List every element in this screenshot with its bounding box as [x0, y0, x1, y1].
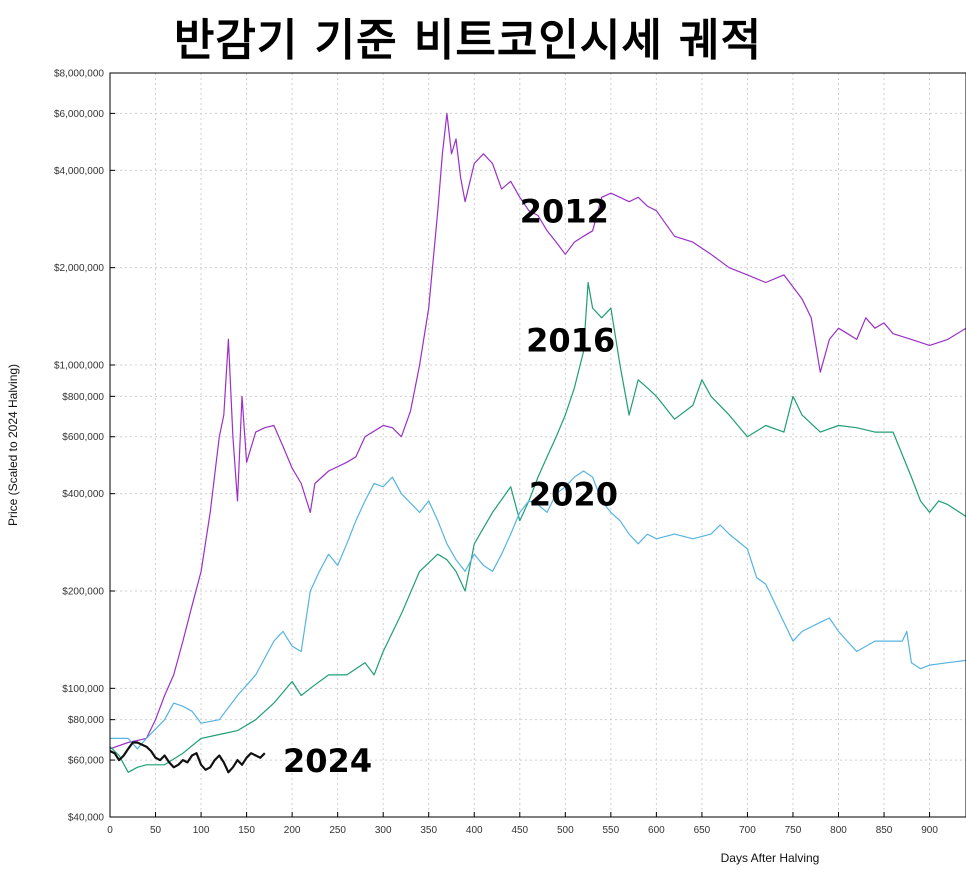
chart-grid [109, 72, 966, 818]
plot-frame [109, 72, 966, 818]
y-tick-label: $200,000 [62, 586, 104, 597]
x-tick-label: 100 [193, 825, 210, 836]
y-tick-label: $600,000 [62, 432, 104, 443]
x-tick-label: 50 [150, 825, 162, 836]
x-tick-label: 650 [694, 825, 711, 836]
series-label-2024: 2024 [283, 742, 372, 780]
x-tick-label: 150 [238, 825, 255, 836]
series-line-2016 [109, 281, 966, 773]
page-title: 반감기 기준 비트코인시세 궤적 [173, 15, 763, 66]
x-tick-label: 500 [557, 825, 574, 836]
y-tick-label: $1,000,000 [54, 360, 104, 371]
x-tick-label: 600 [648, 825, 665, 836]
y-tick-label: $800,000 [62, 392, 104, 403]
series-label-2016: 2016 [526, 321, 615, 359]
y-tick-label: $40,000 [68, 813, 105, 824]
chart-series-labels: 2012 2016 2020 2024 [283, 193, 618, 780]
x-axis-label: Days After Halving [721, 851, 820, 865]
series-line-2012 [109, 112, 966, 750]
x-tick-label: 350 [420, 825, 437, 836]
y-tick-label: $60,000 [68, 756, 105, 767]
chart-frame [109, 72, 966, 818]
y-tick-label: $80,000 [68, 715, 105, 726]
x-tick-label: 700 [739, 825, 756, 836]
x-tick-label: 450 [511, 825, 528, 836]
y-tick-label: $6,000,000 [54, 109, 104, 120]
y-tick-label: $2,000,000 [54, 263, 104, 274]
series-label-2012: 2012 [520, 193, 609, 231]
x-tick-label: 300 [375, 825, 392, 836]
x-tick-label: 750 [785, 825, 802, 836]
y-tick-label: $100,000 [62, 684, 104, 695]
x-tick-label: 400 [466, 825, 483, 836]
chart-series [109, 112, 966, 774]
y-tick-label: $400,000 [62, 489, 104, 500]
series-line-2020 [110, 470, 966, 750]
x-tick-label: 0 [107, 825, 113, 836]
x-tick-label: 550 [603, 825, 620, 836]
x-tick-label: 850 [876, 825, 893, 836]
x-tick-label: 800 [830, 825, 847, 836]
x-tick-label: 200 [284, 825, 301, 836]
series-label-2020: 2020 [529, 476, 618, 514]
chart-ticks: 0 50 100 150 200 250 300 350 400 450 500 550 600 650 7… [54, 69, 938, 837]
x-tick-label: 900 [921, 825, 938, 836]
y-tick-label: $8,000,000 [54, 69, 104, 80]
y-axis-label: Price (Scaled to 2024 Halving) [6, 364, 20, 526]
y-tick-label: $4,000,000 [54, 166, 104, 177]
x-tick-label: 250 [329, 825, 346, 836]
series-line-2024 [109, 741, 266, 774]
